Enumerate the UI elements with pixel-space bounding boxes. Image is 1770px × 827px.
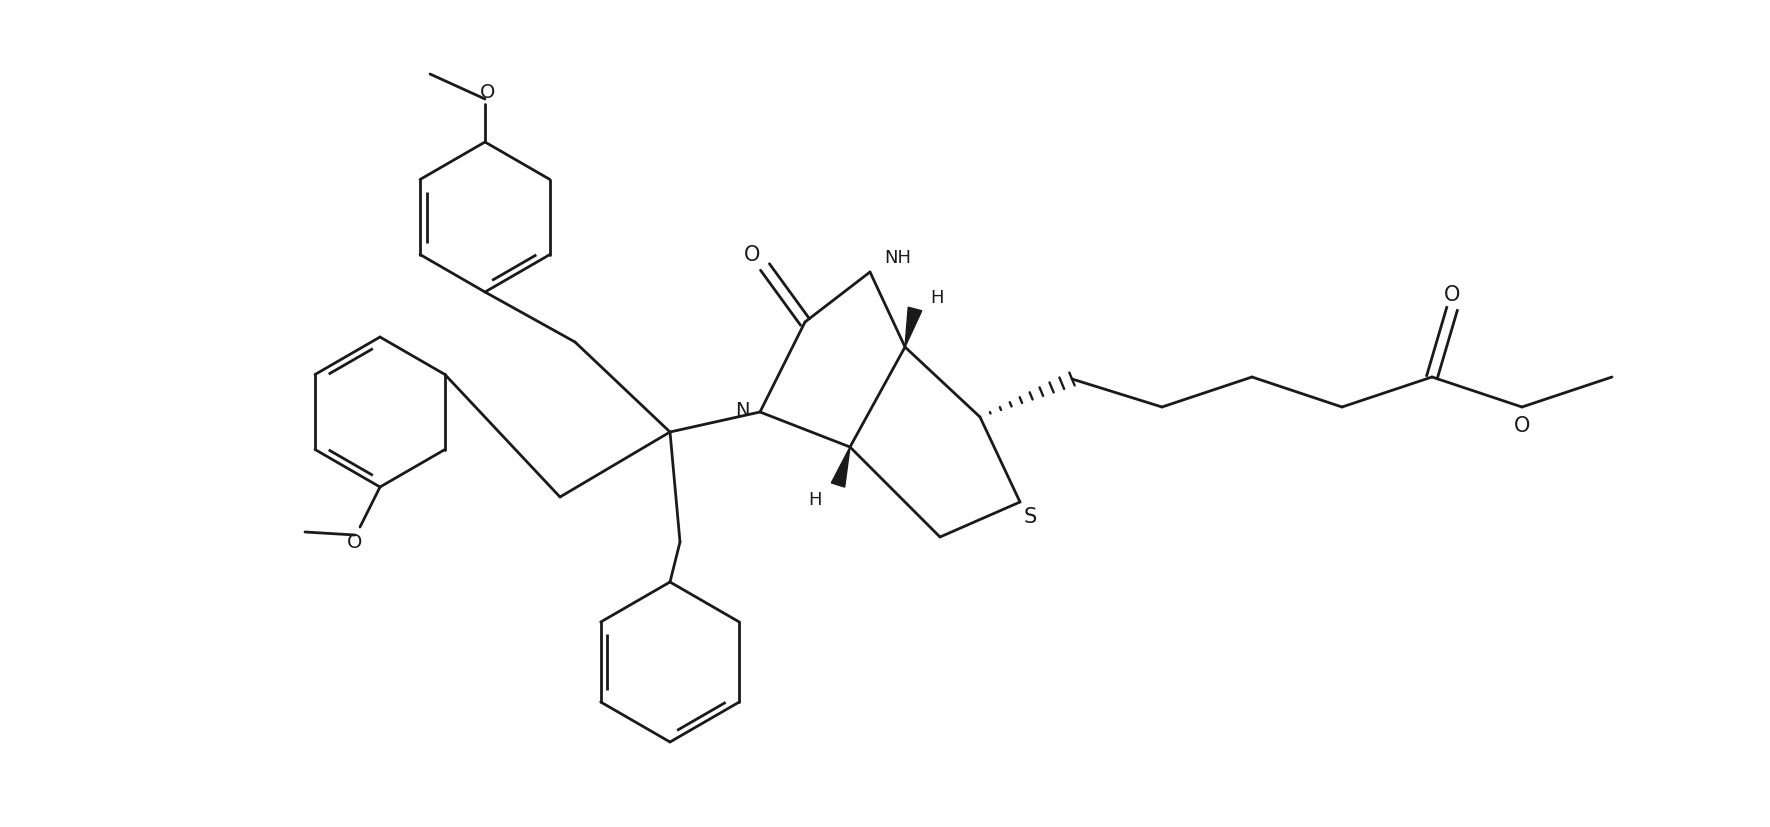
Text: O: O <box>1444 284 1460 304</box>
Text: O: O <box>480 84 496 103</box>
Text: O: O <box>1513 415 1531 436</box>
Polygon shape <box>832 447 850 488</box>
Text: NH: NH <box>885 249 912 266</box>
Text: O: O <box>743 245 759 265</box>
Text: H: H <box>809 490 821 509</box>
Polygon shape <box>904 308 922 347</box>
Text: S: S <box>1023 506 1037 526</box>
Text: H: H <box>931 289 943 307</box>
Text: N: N <box>735 401 749 420</box>
Text: O: O <box>347 533 363 552</box>
